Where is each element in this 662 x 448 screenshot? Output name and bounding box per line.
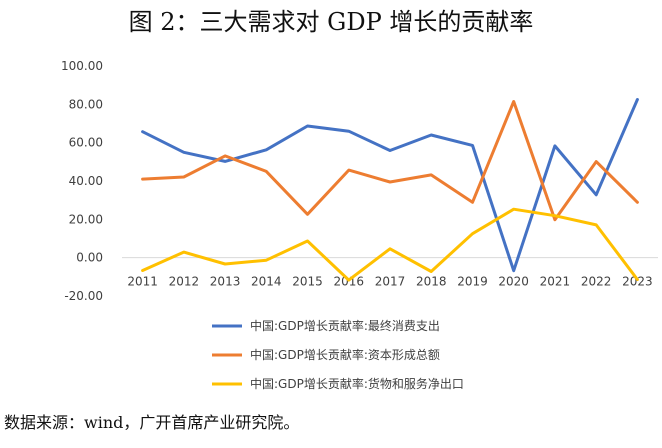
chart-title: 图 2：三大需求对 GDP 增长的贡献率 [129, 8, 534, 36]
x-tick-label: 2021 [540, 275, 571, 289]
x-tick-label: 2023 [622, 275, 653, 289]
series-line-3 [141, 207, 639, 282]
x-tick-label: 2020 [498, 275, 529, 289]
x-tick-label: 2011 [127, 275, 158, 289]
x-tick-label: 2014 [251, 275, 282, 289]
source-note: 数据来源：wind，广开首席产业研究院。 [4, 413, 299, 432]
legend-label: 中国:GDP增长贡献率:最终消费支出 [250, 318, 440, 333]
y-tick-label: -20.00 [64, 289, 103, 303]
x-axis: 2011 2012 2013 2014 2015 2016 2017 2018 2019 2020… [127, 275, 652, 289]
x-tick-label: 2013 [210, 275, 241, 289]
x-tick-label: 2016 [333, 275, 364, 289]
y-axis: 100.00 80.00 60.00 40.00 20.00 0.00 -20.00 [61, 59, 103, 303]
x-tick-label: 2018 [416, 275, 447, 289]
y-tick-label: 100.00 [61, 59, 103, 73]
series-line-2 [141, 100, 639, 222]
y-tick-label: 0.00 [76, 251, 103, 265]
legend-label: 中国:GDP增长贡献率:货物和服务净出口 [250, 376, 464, 391]
x-tick-label: 2019 [457, 275, 488, 289]
legend: 中国:GDP增长贡献率:最终消费支出中国:GDP增长贡献率:资本形成总额中国:G… [212, 318, 464, 391]
y-tick-label: 80.00 [69, 97, 103, 111]
y-tick-label: 40.00 [69, 174, 103, 188]
y-tick-label: 20.00 [69, 212, 103, 226]
series-lines [141, 98, 639, 282]
series-line-1 [141, 98, 639, 273]
x-tick-label: 2022 [581, 275, 612, 289]
x-tick-label: 2017 [375, 275, 406, 289]
x-tick-label: 2012 [169, 275, 200, 289]
y-tick-label: 60.00 [69, 136, 103, 150]
x-tick-label: 2015 [292, 275, 323, 289]
legend-label: 中国:GDP增长贡献率:资本形成总额 [250, 347, 440, 362]
